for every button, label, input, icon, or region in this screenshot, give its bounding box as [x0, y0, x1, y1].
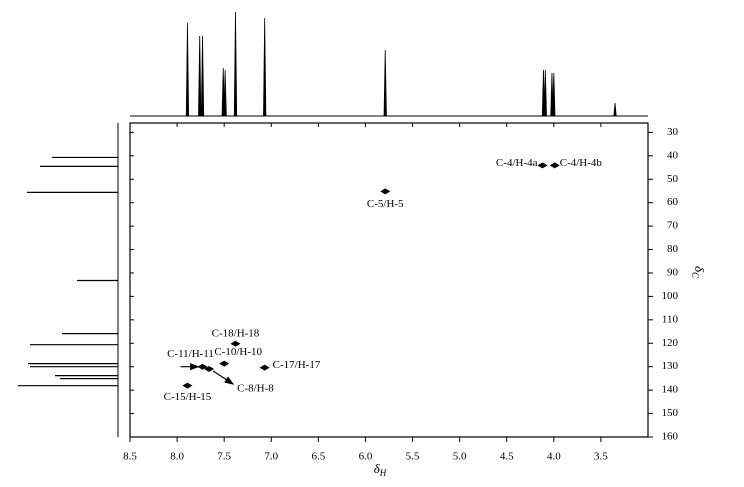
- plot-frame: [129, 122, 649, 438]
- y-tick-label: 140: [662, 384, 679, 396]
- x-tick-label: 6.0: [359, 451, 373, 463]
- x-tick-label: 5.0: [453, 451, 467, 463]
- peak-label: C-4/H-4a: [496, 157, 538, 169]
- y-tick-label: 40: [667, 149, 679, 161]
- y-label-sub: C: [690, 272, 700, 279]
- y-label-symbol: δ: [692, 266, 707, 273]
- x-tick-label: 4.5: [500, 451, 514, 463]
- y-tick-label: 30: [667, 126, 679, 138]
- cross-peak: [549, 162, 560, 169]
- peak-label: C-10/H-10: [214, 346, 262, 358]
- peak-arrow: [212, 370, 235, 385]
- y-tick-label: 90: [667, 267, 679, 279]
- y-tick-label: 120: [662, 337, 679, 349]
- h-projection-peak: [552, 72, 556, 117]
- h-projection-peak: [263, 17, 267, 117]
- h-projection-peak: [233, 11, 238, 117]
- cross-peak: [380, 188, 391, 195]
- y-tick-label: 70: [667, 220, 679, 232]
- cross-peak: [219, 360, 230, 367]
- h-projection-peak: [223, 69, 227, 117]
- h-projection-peak: [198, 35, 202, 117]
- x-tick-label: 8.5: [123, 451, 137, 463]
- peak-label: C-8/H-8: [237, 383, 274, 395]
- cross-peak: [230, 340, 241, 347]
- x-axis-label: δH: [374, 461, 387, 478]
- cross-peak: [197, 363, 208, 370]
- y-tick-label: 100: [662, 290, 679, 302]
- peak-label: C-11/H-11: [167, 348, 214, 360]
- x-tick-label: 7.0: [264, 451, 278, 463]
- x-tick-label: 7.5: [217, 451, 231, 463]
- x-label-symbol: δ: [374, 461, 381, 476]
- cross-peak: [259, 364, 270, 371]
- peak-label: C-15/H-15: [164, 391, 212, 403]
- y-tick-label: 50: [667, 173, 679, 185]
- peak-label: C-17/H-17: [273, 359, 321, 371]
- h-projection-peak: [185, 22, 190, 117]
- y-tick-label: 60: [667, 196, 679, 208]
- y-tick-label: 150: [662, 407, 679, 419]
- peak-label: C-4/H-4b: [560, 157, 603, 169]
- y-tick-label: 160: [662, 431, 679, 443]
- y-tick-label: 130: [662, 360, 679, 372]
- h-projection-peak: [200, 35, 205, 117]
- x-tick-label: 3.5: [594, 451, 608, 463]
- x-tick-label: 6.5: [311, 451, 325, 463]
- h-projection-peak: [613, 102, 617, 117]
- y-tick-label: 110: [662, 313, 679, 325]
- h-projection-peak: [383, 49, 387, 117]
- cross-peak: [204, 366, 215, 373]
- y-tick-label: 80: [667, 243, 679, 255]
- x-label-sub: H: [379, 468, 387, 478]
- x-tick-label: 8.0: [170, 451, 184, 463]
- cross-peak: [182, 382, 193, 389]
- peak-label: C-5/H-5: [367, 198, 404, 210]
- cross-peak: [537, 162, 548, 169]
- x-tick-label: 5.5: [406, 451, 420, 463]
- peak-label: C-18/H-18: [212, 327, 260, 339]
- y-axis-label: δC: [690, 266, 707, 279]
- h-projection-peak: [543, 69, 547, 117]
- x-tick-label: 4.0: [547, 451, 561, 463]
